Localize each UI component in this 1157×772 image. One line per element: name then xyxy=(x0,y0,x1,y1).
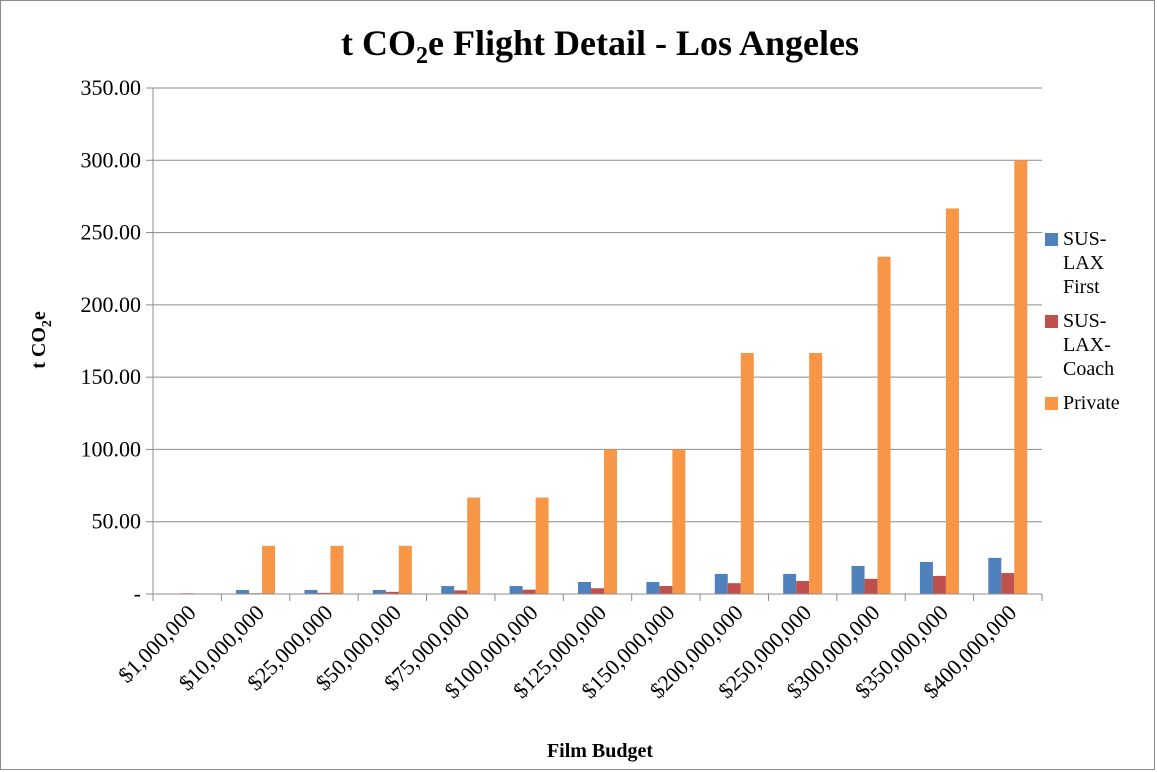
bar xyxy=(385,591,399,594)
bar xyxy=(864,578,878,594)
bar xyxy=(796,580,810,594)
bar xyxy=(809,352,823,594)
y-axis-title-prefix: t CO xyxy=(28,327,50,369)
axes xyxy=(146,87,1043,601)
legend-swatch xyxy=(1045,397,1058,410)
y-tick-labels: - 50.00 100.00 150.00 200.00 250.00 300.00 350.… xyxy=(81,75,142,606)
bar xyxy=(604,449,617,594)
y-tick-label: 250.00 xyxy=(81,220,142,245)
y-tick-label: 200.00 xyxy=(81,292,142,317)
bar xyxy=(578,582,591,594)
bar xyxy=(714,573,728,594)
bar xyxy=(783,573,797,594)
bar xyxy=(919,561,933,594)
bar xyxy=(877,256,891,594)
chart-title-suffix: e Flight Detail - Los Angeles xyxy=(428,23,859,63)
bar xyxy=(672,449,686,594)
bar xyxy=(304,589,318,594)
bar xyxy=(236,589,250,594)
chart-title-subscript: 2 xyxy=(416,43,428,69)
y-tick-label: - xyxy=(134,581,141,606)
bar xyxy=(441,586,455,594)
bar xyxy=(509,586,523,594)
legend-label: First xyxy=(1063,276,1100,298)
y-axis-title: t CO2e xyxy=(28,311,55,369)
bar xyxy=(1014,160,1028,595)
bar xyxy=(727,583,741,594)
legend-label: LAX- xyxy=(1063,334,1111,356)
chart-title: t CO2e Flight Detail - Los Angeles xyxy=(341,23,859,69)
bar xyxy=(372,589,386,594)
y-tick-label: 350.00 xyxy=(81,75,142,100)
bar xyxy=(1001,573,1015,594)
y-tick-label: 50.00 xyxy=(92,509,142,534)
x-tick-labels: $1,000,000$10,000,000$25,000,000$50,000,… xyxy=(113,600,1021,703)
bar xyxy=(317,592,331,594)
bar xyxy=(535,497,549,594)
bar xyxy=(398,545,412,594)
legend-label: LAX xyxy=(1063,252,1105,274)
legend-label: Private xyxy=(1063,392,1120,414)
gridlines xyxy=(153,87,1042,523)
bar xyxy=(330,545,344,594)
bar xyxy=(467,497,481,594)
bar xyxy=(262,545,276,594)
legend-label: SUS- xyxy=(1063,310,1106,332)
y-axis-title-suffix: e xyxy=(28,311,50,320)
bar xyxy=(740,352,754,594)
bar xyxy=(591,588,604,594)
bar xyxy=(522,589,536,594)
bar xyxy=(945,208,959,595)
bar xyxy=(659,586,673,594)
bar xyxy=(932,575,946,594)
bar xyxy=(454,590,468,594)
bar xyxy=(988,557,1002,594)
bars xyxy=(167,160,1028,595)
y-tick-label: 100.00 xyxy=(81,436,142,461)
bar xyxy=(646,582,660,594)
x-axis-title: Film Budget xyxy=(547,740,653,762)
y-tick-label: 300.00 xyxy=(81,147,142,172)
legend-swatch xyxy=(1045,315,1058,328)
y-tick-label: 150.00 xyxy=(81,364,142,389)
legend-swatch xyxy=(1045,233,1058,246)
y-axis-title-subscript: 2 xyxy=(40,320,55,327)
chart-title-prefix: t CO xyxy=(341,23,416,63)
legend-label: SUS- xyxy=(1063,228,1106,250)
legend-label: Coach xyxy=(1063,358,1114,380)
bar xyxy=(851,565,865,594)
